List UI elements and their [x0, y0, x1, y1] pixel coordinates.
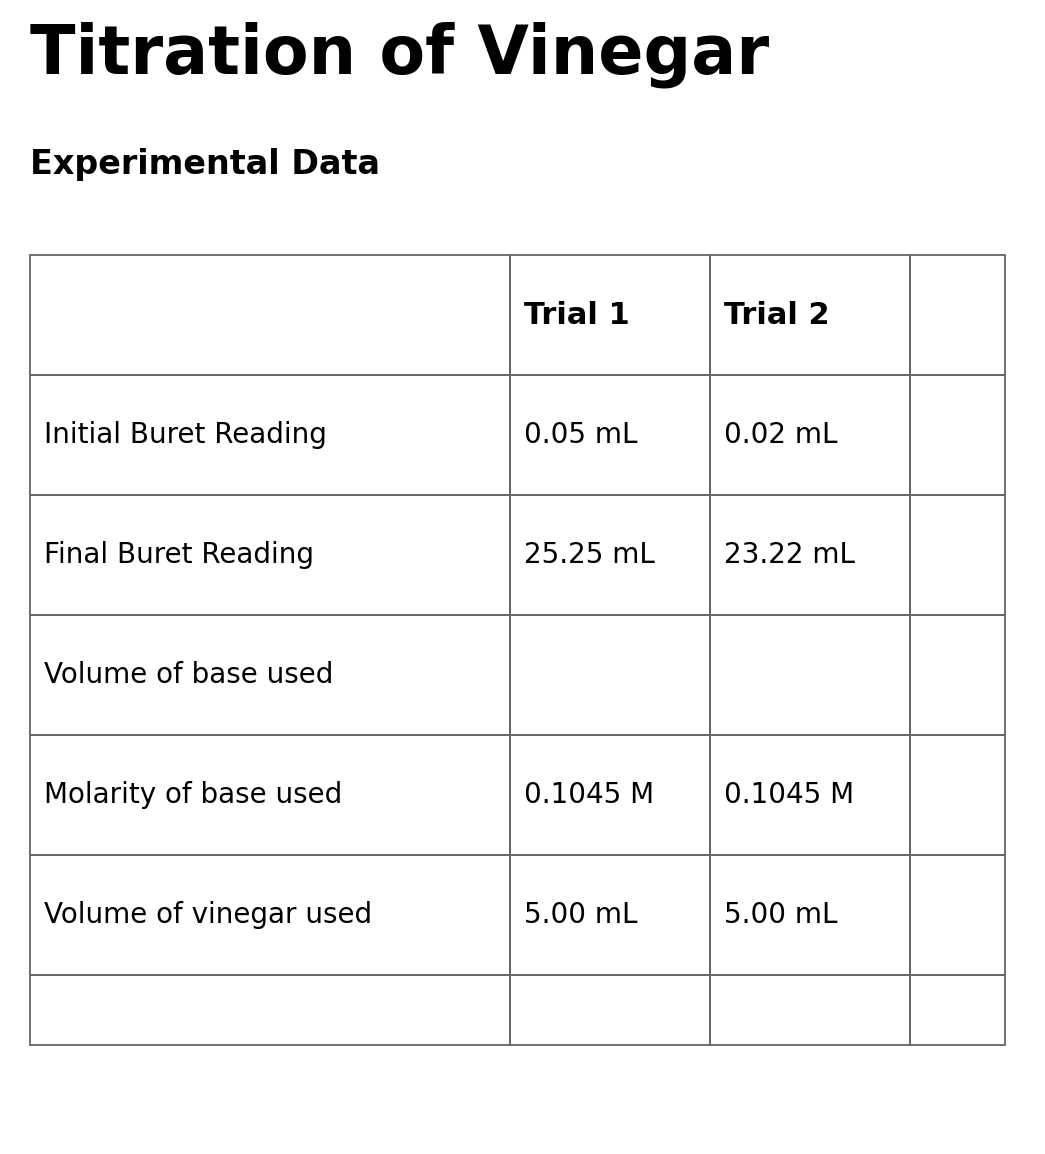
Text: Titration of Vinegar: Titration of Vinegar: [30, 22, 769, 89]
Bar: [30, 735, 510, 855]
Bar: [710, 375, 910, 495]
Text: Volume of vinegar used: Volume of vinegar used: [44, 901, 372, 929]
Bar: [710, 615, 910, 735]
Bar: [910, 735, 1005, 855]
Bar: [710, 255, 910, 375]
Bar: [510, 375, 710, 495]
Bar: [910, 495, 1005, 615]
Bar: [30, 975, 510, 1046]
Bar: [710, 735, 910, 855]
Text: Molarity of base used: Molarity of base used: [44, 781, 343, 809]
Text: 5.00 mL: 5.00 mL: [724, 901, 837, 929]
Bar: [30, 495, 510, 615]
Bar: [30, 615, 510, 735]
Text: Final Buret Reading: Final Buret Reading: [44, 541, 314, 569]
Text: 0.1045 M: 0.1045 M: [524, 781, 654, 809]
Text: Volume of base used: Volume of base used: [44, 661, 333, 689]
Text: 23.22 mL: 23.22 mL: [724, 541, 855, 569]
Bar: [910, 975, 1005, 1046]
Text: Trial 1: Trial 1: [524, 300, 630, 330]
Bar: [510, 495, 710, 615]
Text: Trial 2: Trial 2: [724, 300, 830, 330]
Bar: [910, 375, 1005, 495]
Bar: [30, 255, 510, 375]
Bar: [710, 495, 910, 615]
Bar: [510, 855, 710, 975]
Text: 25.25 mL: 25.25 mL: [524, 541, 655, 569]
Bar: [710, 975, 910, 1046]
Text: 0.02 mL: 0.02 mL: [724, 421, 837, 449]
Bar: [30, 855, 510, 975]
Text: 0.1045 M: 0.1045 M: [724, 781, 854, 809]
Bar: [710, 855, 910, 975]
Text: 5.00 mL: 5.00 mL: [524, 901, 637, 929]
Bar: [510, 255, 710, 375]
Text: Experimental Data: Experimental Data: [30, 148, 380, 181]
Bar: [510, 975, 710, 1046]
Bar: [510, 615, 710, 735]
Bar: [30, 375, 510, 495]
Bar: [510, 735, 710, 855]
Text: Initial Buret Reading: Initial Buret Reading: [44, 421, 327, 449]
Bar: [910, 855, 1005, 975]
Text: 0.05 mL: 0.05 mL: [524, 421, 637, 449]
Bar: [910, 615, 1005, 735]
Bar: [910, 255, 1005, 375]
